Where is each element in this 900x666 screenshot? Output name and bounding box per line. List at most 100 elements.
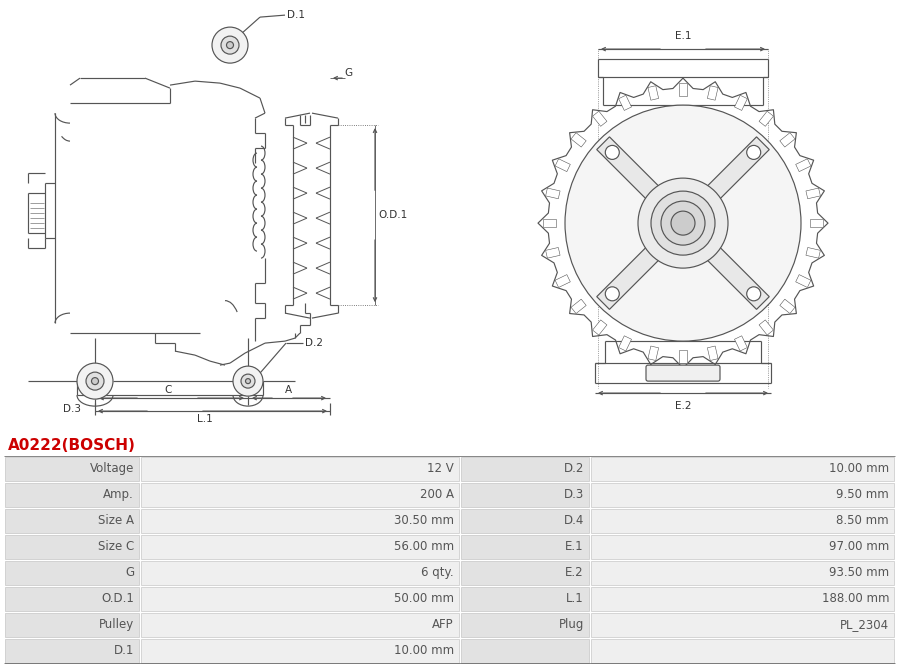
Text: D.1: D.1	[113, 645, 134, 657]
Circle shape	[92, 378, 98, 385]
Text: O.D.1: O.D.1	[378, 210, 407, 220]
Text: 9.50 mm: 9.50 mm	[836, 488, 889, 501]
Bar	[591, 509, 894, 533]
Polygon shape	[759, 111, 773, 127]
Circle shape	[747, 287, 760, 301]
Bar	[5, 639, 139, 663]
Text: 97.00 mm: 97.00 mm	[829, 540, 889, 553]
Circle shape	[747, 145, 760, 159]
Circle shape	[638, 178, 728, 268]
Polygon shape	[679, 350, 687, 363]
Text: 93.50 mm: 93.50 mm	[829, 566, 889, 579]
Text: D.4: D.4	[563, 514, 584, 527]
Text: E.2: E.2	[675, 401, 691, 411]
Text: D.3: D.3	[563, 488, 584, 501]
Text: PL_2304: PL_2304	[840, 619, 889, 631]
Polygon shape	[734, 95, 747, 111]
Circle shape	[671, 211, 695, 235]
Polygon shape	[701, 137, 770, 204]
Bar	[141, 509, 459, 533]
Polygon shape	[555, 274, 571, 288]
Polygon shape	[618, 95, 632, 111]
Bar	[5, 587, 139, 611]
Circle shape	[661, 201, 705, 245]
Bar	[461, 561, 589, 585]
Polygon shape	[555, 159, 571, 172]
Text: Plug: Plug	[559, 619, 584, 631]
Text: 56.00 mm: 56.00 mm	[394, 540, 454, 553]
Polygon shape	[545, 248, 560, 258]
Bar	[5, 509, 139, 533]
Text: D.2: D.2	[563, 462, 584, 475]
Bar	[141, 587, 459, 611]
Text: AFP: AFP	[432, 619, 454, 631]
Text: 10.00 mm: 10.00 mm	[394, 645, 454, 657]
Text: Pulley: Pulley	[99, 619, 134, 631]
Bar	[5, 457, 139, 481]
Bar	[461, 509, 589, 533]
Bar	[5, 561, 139, 585]
Text: D.3: D.3	[63, 404, 81, 414]
Circle shape	[606, 287, 619, 301]
Polygon shape	[571, 299, 586, 314]
Polygon shape	[810, 219, 823, 227]
Polygon shape	[648, 86, 659, 100]
Bar	[5, 535, 139, 559]
Text: C: C	[165, 385, 172, 395]
Text: G: G	[344, 68, 352, 78]
Polygon shape	[779, 299, 795, 314]
Polygon shape	[545, 188, 560, 198]
Text: L.1: L.1	[566, 592, 584, 605]
Bar	[461, 613, 589, 637]
Text: A0222(BOSCH): A0222(BOSCH)	[8, 438, 136, 453]
Text: 8.50 mm: 8.50 mm	[836, 514, 889, 527]
Bar	[591, 535, 894, 559]
Text: D.1: D.1	[287, 10, 305, 20]
Circle shape	[246, 378, 250, 384]
Text: O.D.1: O.D.1	[101, 592, 134, 605]
Text: 188.00 mm: 188.00 mm	[822, 592, 889, 605]
Circle shape	[227, 41, 233, 49]
Polygon shape	[707, 86, 718, 100]
Bar	[591, 483, 894, 507]
Bar	[141, 457, 459, 481]
Bar	[591, 639, 894, 663]
Polygon shape	[701, 242, 770, 310]
FancyBboxPatch shape	[646, 365, 720, 381]
Polygon shape	[779, 133, 795, 147]
Circle shape	[565, 105, 801, 341]
Polygon shape	[543, 219, 556, 227]
Polygon shape	[796, 159, 811, 172]
Text: 30.50 mm: 30.50 mm	[394, 514, 454, 527]
Circle shape	[77, 363, 113, 399]
Bar	[461, 457, 589, 481]
Text: Amp.: Amp.	[104, 488, 134, 501]
Bar	[591, 561, 894, 585]
Polygon shape	[707, 346, 718, 360]
Bar	[141, 483, 459, 507]
Polygon shape	[648, 346, 659, 360]
Text: E.2: E.2	[565, 566, 584, 579]
Text: Size A: Size A	[98, 514, 134, 527]
Bar	[461, 639, 589, 663]
Text: Voltage: Voltage	[90, 462, 134, 475]
Polygon shape	[597, 242, 664, 310]
Bar	[5, 613, 139, 637]
Bar	[591, 613, 894, 637]
Bar	[5, 483, 139, 507]
Bar	[141, 613, 459, 637]
Text: 10.00 mm: 10.00 mm	[829, 462, 889, 475]
Text: L.1: L.1	[197, 414, 213, 424]
Text: 6 qty.: 6 qty.	[421, 566, 454, 579]
Text: D.2: D.2	[305, 338, 323, 348]
Text: 12 V: 12 V	[428, 462, 454, 475]
Text: Size C: Size C	[98, 540, 134, 553]
Polygon shape	[806, 188, 821, 198]
Polygon shape	[592, 111, 607, 127]
Bar	[591, 587, 894, 611]
Bar	[141, 561, 459, 585]
Circle shape	[241, 374, 255, 388]
Text: G: G	[125, 566, 134, 579]
Bar	[461, 587, 589, 611]
Circle shape	[221, 36, 239, 54]
